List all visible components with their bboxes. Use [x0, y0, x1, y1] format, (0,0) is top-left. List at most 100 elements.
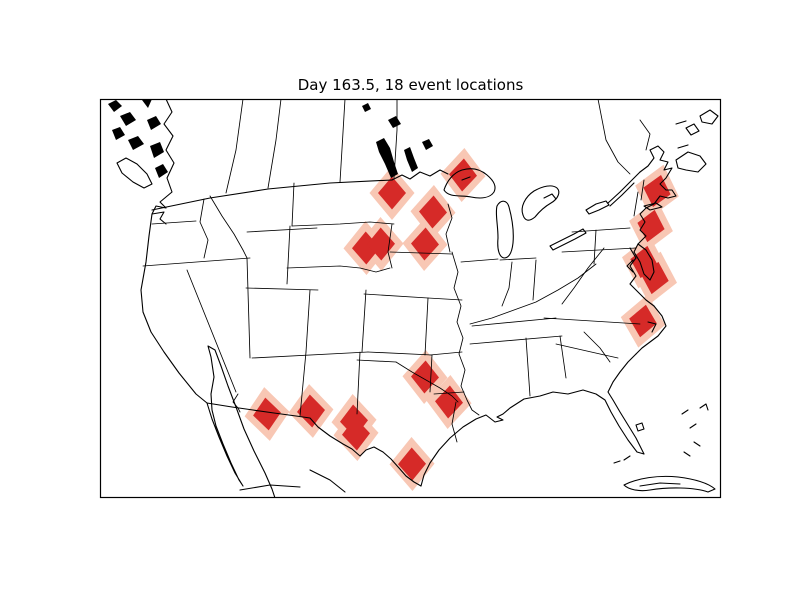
island-blob [128, 136, 144, 150]
coastline-path [623, 455, 631, 461]
coastline-path [626, 259, 634, 273]
coastline-path [699, 403, 709, 411]
event-marker-core [411, 227, 439, 261]
state-border-path [395, 361, 459, 403]
state-border-path [267, 99, 282, 189]
state-border-path [286, 225, 291, 285]
state-border-path [469, 335, 563, 345]
state-border-path [471, 317, 557, 327]
coastline-path [549, 228, 587, 251]
state-border-path [633, 191, 639, 217]
coastline-path [675, 151, 707, 173]
state-border-path [339, 99, 346, 183]
plot-frame [99, 98, 722, 499]
coastline-path [637, 145, 677, 245]
state-border-path [225, 99, 244, 194]
island-blob [112, 127, 125, 140]
event-marker-core [398, 447, 426, 481]
coastline-path [685, 123, 700, 136]
state-border-path [363, 293, 429, 299]
coastline-path [629, 247, 655, 307]
state-border-path [555, 343, 619, 359]
event-halos [244, 148, 679, 491]
island-blob [142, 99, 152, 108]
state-border-path [251, 351, 369, 359]
state-border-path [199, 198, 209, 259]
state-border-path [356, 351, 361, 415]
island-blobs [108, 99, 433, 178]
coastline-path [643, 202, 663, 211]
coastline-path [443, 168, 496, 199]
state-border-path [142, 257, 251, 267]
coastline-path [647, 321, 657, 333]
state-border-path [246, 227, 318, 233]
coastline-path [521, 185, 560, 221]
island-blob [422, 139, 433, 150]
state-border-path [361, 289, 367, 353]
coastline-path [607, 171, 641, 204]
state-border-path [640, 179, 645, 201]
state-border-path [433, 391, 465, 395]
coastline-path [151, 179, 393, 211]
state-border-path [299, 351, 307, 417]
state-border-path [186, 269, 237, 393]
island-blob [120, 112, 136, 126]
coastline-path [585, 200, 610, 215]
coastline-path [699, 109, 719, 125]
coastline-path [239, 484, 301, 491]
state-border-path [245, 287, 319, 291]
map-contents [108, 99, 719, 498]
event-marker-core [629, 304, 657, 338]
state-border-path [246, 257, 251, 359]
state-border-path [429, 351, 463, 356]
event-marker-core [411, 360, 439, 394]
island-blob [147, 116, 161, 130]
coastline-path [609, 182, 635, 207]
state-border-path [501, 261, 513, 307]
coastline-path [633, 243, 655, 281]
event-marker-core [435, 385, 463, 419]
coastline-path [681, 409, 689, 415]
state-border-path [561, 247, 637, 253]
state-border-path [427, 297, 463, 301]
event-cores [253, 158, 671, 481]
island-blob [404, 147, 418, 172]
state-border-path [469, 263, 597, 325]
coastline-path [543, 193, 557, 200]
coastline-path [461, 176, 471, 181]
coastline-path [309, 469, 346, 493]
coastline-path [151, 211, 167, 225]
state-border-path [543, 317, 641, 325]
state-border-path [286, 265, 391, 273]
island-blob [376, 138, 398, 178]
island-blob [150, 142, 164, 158]
state-border-path [525, 337, 531, 397]
state-borders [142, 99, 651, 443]
state-border-path [209, 195, 248, 259]
state-border-path [451, 401, 458, 443]
state-border-path [429, 354, 433, 393]
state-border-path [367, 351, 433, 356]
coastline-path [495, 200, 514, 259]
coastline-path [689, 423, 697, 429]
state-border-path [499, 257, 537, 261]
island-blob [362, 103, 371, 112]
state-border-path [639, 119, 651, 151]
event-marker-core [378, 176, 406, 210]
state-border-path [451, 251, 480, 416]
coastline-path [693, 441, 701, 447]
event-marker-core [641, 261, 669, 295]
coastline-path [683, 451, 691, 457]
state-border-path [561, 247, 605, 305]
event-marker-core [342, 417, 370, 451]
coastline-path [677, 144, 689, 149]
coastline-path [623, 475, 716, 493]
event-marker-core [297, 394, 325, 428]
event-marker-core [253, 397, 281, 431]
state-border-path [387, 223, 393, 269]
event-marker-core [449, 158, 477, 192]
coastline-path [420, 389, 645, 487]
coastline-path [675, 120, 687, 125]
